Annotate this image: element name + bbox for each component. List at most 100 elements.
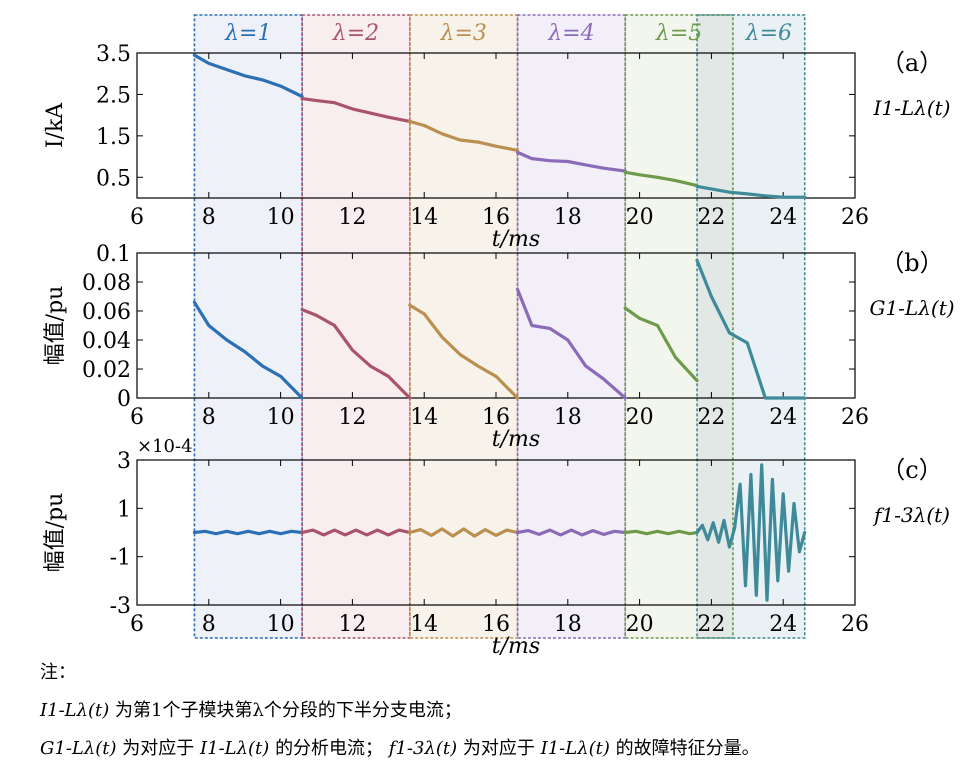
note-symbol-f: f1-3λ(t) — [388, 738, 458, 759]
y-tick-label: 1.5 — [96, 125, 131, 150]
x-tick-label: 8 — [202, 205, 216, 230]
series-line-2 — [300, 308, 412, 400]
x-tick-label: 18 — [554, 205, 582, 230]
x-tick-label: 12 — [338, 205, 366, 230]
series-line-2 — [300, 97, 412, 123]
x-tick-label: 20 — [626, 612, 654, 637]
note-text-2b: 的分析电流； — [275, 738, 384, 759]
series-line-1 — [192, 529, 304, 536]
y-tick-label: 3.5 — [96, 42, 131, 67]
y-tick-label: 0.5 — [96, 166, 131, 191]
x-tick-label: 18 — [554, 405, 582, 430]
note-line-2: G1-Lλ(t) 为对应于 I1-Lλ(t) 的分析电流； f1-3λ(t) 为… — [40, 734, 960, 760]
x-tick-label: 6 — [130, 612, 144, 637]
figure-notes: 注： I1-Lλ(t) 为第1个子模块第λ个分段的下半分支电流； G1-Lλ(t… — [40, 658, 960, 772]
note-symbol-i-2: I1-Lλ(t) — [200, 738, 270, 759]
x-tick-label: 20 — [626, 205, 654, 230]
series-line-3 — [408, 303, 520, 400]
note-text-2c: 为对应于 — [462, 738, 535, 759]
x-tick-label: 10 — [267, 405, 295, 430]
note-symbol-g: G1-Lλ(t) — [40, 738, 117, 759]
segment-bands — [193, 14, 806, 639]
x-tick-label: 22 — [697, 612, 725, 637]
series-line-1 — [192, 53, 304, 99]
y-tick-label: 2.5 — [96, 83, 131, 108]
y-tick-label: 0 — [117, 387, 131, 412]
series-line-6 — [695, 258, 807, 400]
y-tick-label: -1 — [110, 546, 131, 571]
y-axis-label: 幅值/pu — [43, 493, 68, 573]
segment-labels: λ=1 λ=2 λ=3 λ=4 λ=5 λ=6 — [224, 21, 792, 46]
y-scale-label: ×10-4 — [137, 436, 193, 457]
segment-band-3 — [409, 15, 518, 638]
x-axis-label: t/ms — [492, 227, 540, 252]
x-tick-label: 24 — [769, 612, 797, 637]
segment-label-3: λ=3 — [440, 21, 487, 46]
y-axis-label: 幅值/pu — [43, 286, 68, 366]
x-tick-label: 6 — [130, 405, 144, 430]
x-tick-label: 16 — [482, 205, 510, 230]
series-line-6 — [695, 463, 807, 602]
x-tick-label: 10 — [267, 205, 295, 230]
note-symbol-i: I1-Lλ(t) — [40, 700, 110, 721]
note-text-2a: 为对应于 — [122, 738, 195, 759]
y-tick-label: 0.06 — [82, 300, 131, 325]
panel-1: 6 8 10 12 14 16 18 20 22 24 26 0.5 1.5 2.5 3.5 t/ms I/kA… — [43, 42, 950, 252]
y-tick-label: -3 — [110, 594, 131, 619]
y-axis-label: I/kA — [43, 102, 68, 148]
x-axis-label: t/ms — [492, 427, 540, 452]
note-line-1: I1-Lλ(t) 为第1个子模块第λ个分段的下半分支电流； — [40, 696, 960, 722]
panel-3: 6 8 10 12 14 16 18 20 22 24 26 -3 -1 1 3 t/ms 幅值/pu ×10-4… — [43, 436, 950, 659]
series-line-3 — [408, 119, 520, 152]
series-line-5 — [623, 529, 699, 536]
series-line-4 — [515, 528, 627, 537]
note-text-2d: 的故障特征分量。 — [615, 738, 760, 759]
panels: 6 8 10 12 14 16 18 20 22 24 260.51.52.53.5t/msI/kA… — [43, 42, 955, 659]
x-tick-label: 16 — [482, 405, 510, 430]
y-tick-label: 3 — [117, 449, 131, 474]
segment-label-2: λ=2 — [332, 21, 379, 46]
series-line-1 — [192, 300, 304, 400]
x-axis-label: t/ms — [492, 634, 540, 659]
y-tick-label: 0.04 — [82, 329, 131, 354]
y-tick-label: 0.08 — [82, 271, 131, 296]
x-tick-label: 6 — [130, 205, 144, 230]
x-tick-label: 14 — [410, 205, 438, 230]
series-line-3 — [408, 527, 520, 538]
series-line-6 — [695, 184, 807, 199]
x-tick-label: 26 — [841, 205, 869, 230]
x-tick-label: 8 — [202, 612, 216, 637]
panel-label: （c） — [881, 456, 942, 484]
series-line-4 — [515, 150, 627, 173]
y-tick-label: 1 — [117, 497, 131, 522]
panel-label: （a） — [881, 49, 943, 77]
segment-label-6: λ=6 — [745, 21, 792, 46]
note-symbol-i-3: I1-Lλ(t) — [540, 738, 610, 759]
x-tick-label: 12 — [338, 405, 366, 430]
panel-label: （b） — [880, 249, 943, 277]
segment-label-4: λ=4 — [547, 21, 594, 46]
x-tick-label: 22 — [697, 205, 725, 230]
x-tick-label: 14 — [410, 405, 438, 430]
x-tick-label: 20 — [626, 405, 654, 430]
segment-label-5: λ=5 — [655, 21, 702, 46]
series-line-2 — [300, 528, 412, 537]
signal-label: f1-3λ(t) — [872, 503, 950, 527]
x-tick-label: 10 — [267, 612, 295, 637]
x-tick-label: 24 — [769, 405, 797, 430]
segment-label-1: λ=1 — [224, 21, 271, 46]
note-text-1: 为第1个子模块第λ个分段的下半分支电流； — [115, 700, 462, 721]
x-tick-label: 8 — [202, 405, 216, 430]
x-tick-label: 26 — [841, 612, 869, 637]
x-tick-label: 26 — [841, 405, 869, 430]
x-tick-label: 16 — [482, 612, 510, 637]
x-tick-label: 22 — [697, 405, 725, 430]
y-tick-label: 0.1 — [96, 242, 131, 267]
signal-label: G1-Lλ(t) — [869, 296, 954, 320]
x-tick-label: 14 — [410, 612, 438, 637]
panel-2: 6 8 10 12 14 16 18 20 22 24 26 0 0.02 0.04 0.06 0.08 0.1… — [43, 242, 955, 452]
y-tick-label: 0.02 — [82, 358, 131, 383]
notes-title: 注： — [40, 662, 76, 683]
signal-label: I1-Lλ(t) — [873, 96, 951, 120]
series-line-4 — [515, 287, 627, 400]
